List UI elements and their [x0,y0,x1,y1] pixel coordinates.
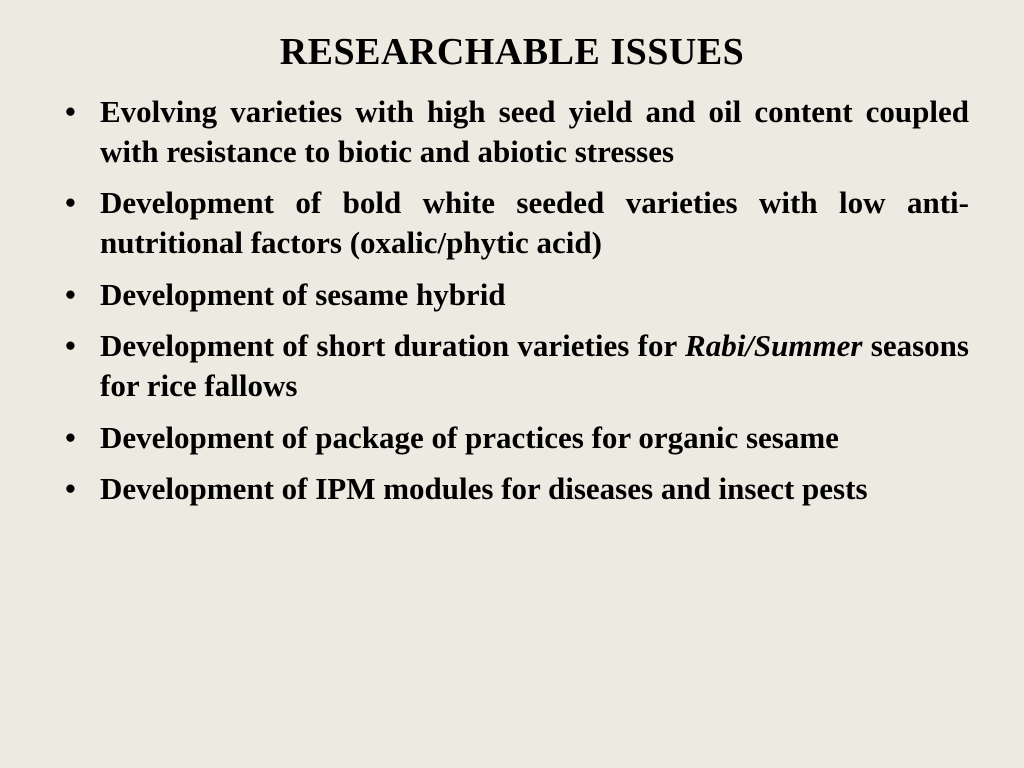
bullet-item: Development of IPM modules for diseases … [100,469,974,509]
bullet-item: Development of sesame hybrid [100,275,974,315]
bullet-list: Evolving varieties with high seed yield … [50,92,974,509]
bullet-item: Development of bold white seeded varieti… [100,183,974,262]
bullet-item: Evolving varieties with high seed yield … [100,92,974,171]
bullet-item: Development of package of practices for … [100,418,974,458]
slide-title: RESEARCHABLE ISSUES [50,30,974,74]
bullet-item: Development of short duration varieties … [100,326,974,405]
